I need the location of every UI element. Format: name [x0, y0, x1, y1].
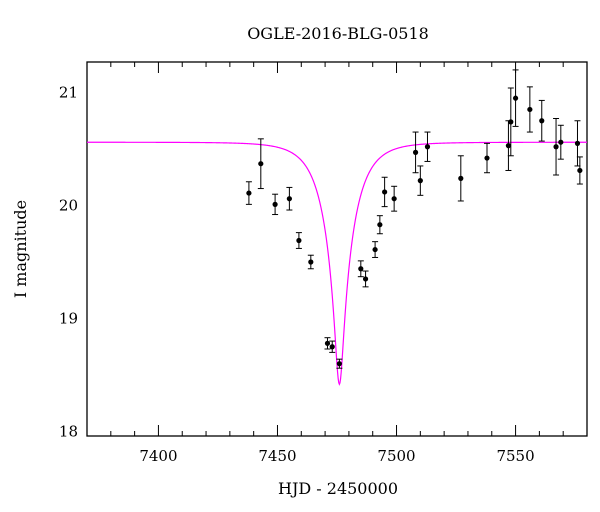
- plot-frame: [86, 61, 588, 437]
- point-marker: [358, 266, 364, 272]
- x-tick-labels: 7400 7450 7500 7550: [139, 447, 534, 465]
- point-marker: [508, 119, 514, 125]
- data-point: [507, 87, 514, 157]
- data-point: [307, 254, 314, 270]
- point-marker: [382, 189, 388, 195]
- point-marker: [272, 201, 278, 207]
- point-marker: [527, 106, 533, 113]
- data-point: [257, 138, 264, 190]
- model-curve: [87, 141, 587, 386]
- x-tick-label: 7400: [139, 447, 177, 465]
- data-point: [324, 337, 331, 350]
- data-point: [457, 155, 464, 202]
- chart-title: OGLE-2016-BLG-0518: [247, 24, 429, 43]
- data-point: [576, 156, 583, 185]
- data-point: [272, 193, 279, 216]
- data-point: [362, 270, 369, 288]
- data-point: [538, 99, 545, 142]
- y-tick-labels: 18 19 20 21: [59, 84, 78, 441]
- data-point: [512, 69, 519, 127]
- data-point: [376, 215, 383, 235]
- point-marker: [577, 167, 583, 174]
- point-marker: [512, 95, 519, 101]
- point-marker: [424, 144, 431, 150]
- axis-ticks: [86, 62, 588, 436]
- data-point: [553, 117, 560, 176]
- data-point: [336, 358, 343, 369]
- y-axis-label: I magnitude: [11, 200, 30, 298]
- y-tick-label: 19: [59, 309, 78, 327]
- data-point: [412, 131, 419, 174]
- data-point: [245, 181, 252, 205]
- data-point: [381, 176, 388, 208]
- data-points: [245, 69, 583, 369]
- point-marker: [308, 259, 314, 265]
- point-marker: [458, 175, 464, 181]
- point-marker: [505, 143, 512, 149]
- y-tick-label: 20: [59, 196, 78, 214]
- y-tick-label: 21: [59, 84, 78, 102]
- data-point: [295, 232, 302, 249]
- point-marker: [539, 118, 545, 124]
- data-point: [417, 165, 424, 196]
- point-marker: [296, 237, 302, 244]
- point-marker: [412, 149, 419, 155]
- x-tick-label: 7550: [496, 447, 534, 465]
- point-marker: [372, 246, 378, 253]
- data-point: [526, 86, 533, 133]
- data-point: [557, 124, 564, 160]
- point-marker: [329, 344, 335, 350]
- point-marker: [391, 196, 397, 202]
- x-axis-label: HJD - 2450000: [278, 479, 398, 498]
- point-marker: [246, 190, 252, 196]
- data-point: [372, 241, 379, 258]
- point-marker: [574, 140, 581, 146]
- data-point: [357, 260, 364, 278]
- x-tick-label: 7450: [258, 447, 296, 465]
- data-point: [391, 185, 398, 212]
- point-marker: [558, 139, 564, 145]
- data-point: [484, 142, 490, 174]
- point-marker: [362, 276, 369, 282]
- point-marker: [286, 196, 292, 202]
- data-point: [286, 186, 293, 211]
- data-point: [424, 131, 431, 162]
- x-tick-label: 7500: [377, 447, 415, 465]
- point-marker: [553, 144, 559, 150]
- point-marker: [336, 361, 342, 367]
- data-point: [329, 340, 336, 353]
- point-marker: [258, 161, 264, 167]
- point-marker: [324, 340, 331, 346]
- data-point: [574, 120, 581, 167]
- point-marker: [417, 178, 423, 184]
- point-marker: [484, 155, 490, 161]
- point-marker: [377, 222, 383, 228]
- y-tick-label: 18: [59, 422, 78, 440]
